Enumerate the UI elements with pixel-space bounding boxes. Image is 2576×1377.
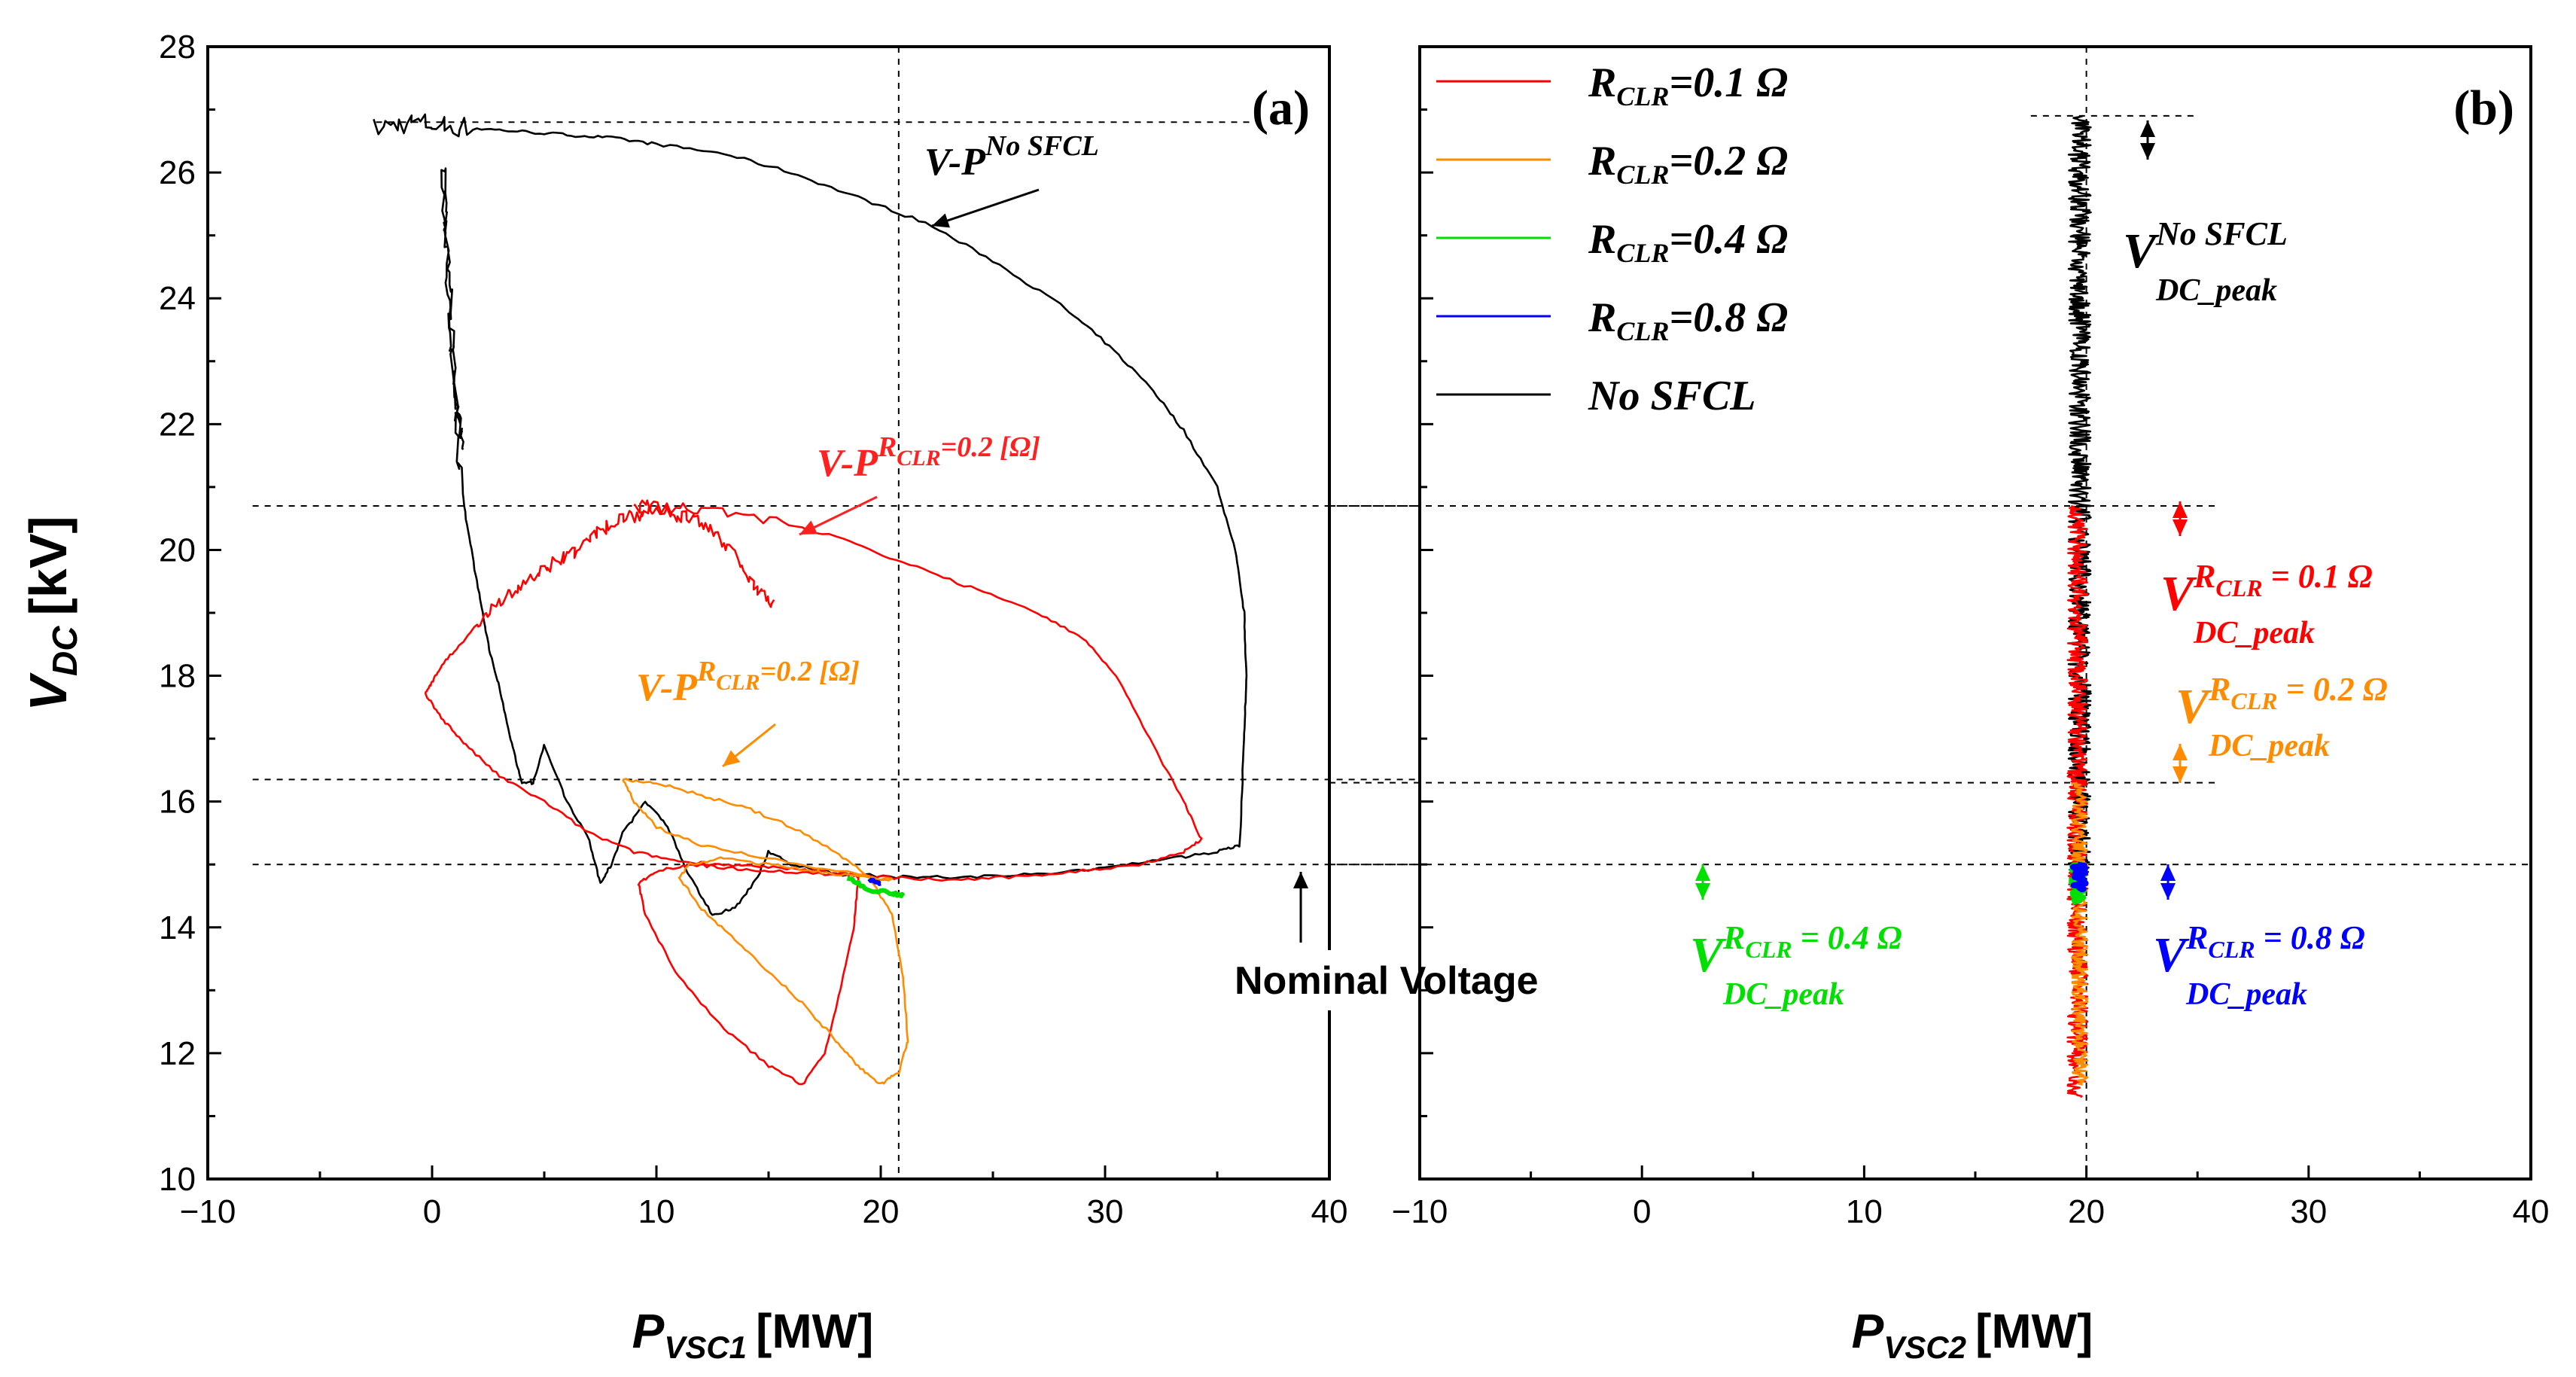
series-r-clr-0-1- xyxy=(424,499,1203,1086)
legend-label: RCLR=0.8 Ω xyxy=(1588,294,1788,346)
series-r-clr-0-2- xyxy=(2071,781,2089,1086)
arrow-head xyxy=(2140,120,2155,137)
y-tick-label: 14 xyxy=(159,909,196,946)
curve-annotation: V-PNo SFCL xyxy=(924,130,1099,184)
panel-a: −10 0 10 20 30 40 10 12 14 16 18 20 22 24 26 28 (a) VDC… xyxy=(19,29,1671,1365)
y-axis-label: VDC[kV] xyxy=(19,516,84,711)
x-tick-label: 0 xyxy=(1633,1193,1651,1230)
y-tick-label: 24 xyxy=(159,280,196,317)
y-tick-label: 16 xyxy=(159,784,196,821)
x-tick-label: 40 xyxy=(2513,1193,2550,1230)
x-tick-label: 10 xyxy=(1846,1193,1883,1230)
x-tick-label: −10 xyxy=(1392,1193,1448,1230)
x-axis-label-a: PVSC1 [MW] xyxy=(632,1304,874,1365)
arrow-head xyxy=(2173,766,2188,783)
nominal-voltage-box xyxy=(1219,950,1671,1010)
annotation-arrow xyxy=(931,188,1040,227)
x-tick-label: −10 xyxy=(180,1193,236,1230)
arrow-head xyxy=(2173,501,2188,518)
panel-b-ticks: −10 0 10 20 30 40 xyxy=(1392,45,2550,1230)
y-tick-label: 12 xyxy=(159,1035,196,1072)
panel-b-label: (b) xyxy=(2453,81,2514,136)
panel-b-series xyxy=(2066,114,2092,1098)
legend-label: RCLR=0.1 Ω xyxy=(1588,59,1788,111)
peak-annotation-sub: DC_peak xyxy=(2155,273,2277,308)
x-tick-label: 40 xyxy=(1311,1193,1348,1230)
peak-annotation-sub: DC_peak xyxy=(2193,616,2315,650)
peak-annotation: VRCLR = 0.2 Ω xyxy=(2176,671,2388,734)
peak-annotation: VRCLR = 0.1 Ω xyxy=(2160,558,2373,621)
arrow-head xyxy=(2160,864,2176,881)
y-tick-label: 20 xyxy=(159,532,196,568)
legend: RCLR=0.1 Ω RCLR=0.2 Ω RCLR=0.4 Ω RCLR=0.8 Ω… xyxy=(1436,59,1788,419)
series-r-clr-0-4- xyxy=(846,876,906,898)
panel-b-refs xyxy=(1329,47,2531,1179)
x-tick-label: 30 xyxy=(2290,1193,2327,1230)
y-tick-label: 22 xyxy=(159,406,196,443)
curve-annotation: V-PRCLR=0.2 [Ω] xyxy=(636,656,860,709)
series-no-sfcl xyxy=(2067,114,2092,879)
x-tick-label: 20 xyxy=(863,1193,900,1230)
panel-b: −10 0 10 20 30 40 (b) PVSC2 [MW] RCLR=0.1 ΩRCL… xyxy=(1329,45,2550,1365)
legend-label: RCLR=0.2 Ω xyxy=(1588,138,1788,190)
panel-a-refs xyxy=(252,47,1420,1179)
arrow-head xyxy=(932,213,950,228)
arrow-head xyxy=(1293,872,1308,888)
panel-a-label: (a) xyxy=(1252,81,1310,136)
peak-annotation: VRCLR = 0.4 Ω xyxy=(1690,919,1902,982)
y-tick-label: 10 xyxy=(159,1161,196,1198)
series-r-clr-0-2- xyxy=(622,778,909,1085)
peak-annotation-sub: DC_peak xyxy=(2185,977,2307,1012)
peak-annotation-sub: DC_peak xyxy=(1722,977,1844,1012)
curve-annotation: V-PRCLR=0.2 [Ω] xyxy=(817,431,1040,485)
panel-a-annotations: V-PNo SFCL V-PRCLR=0.2 [Ω] V-PRCLR=0.2 [Ω] xyxy=(636,130,1308,943)
arrow-head xyxy=(799,520,818,535)
series-no-sfcl xyxy=(373,113,1248,916)
peak-annotation: VRCLR = 0.8 Ω xyxy=(2153,919,2365,982)
y-tick-label: 28 xyxy=(159,29,196,65)
panel-a-frame xyxy=(206,45,1331,1181)
x-axis-label-b: PVSC2 [MW] xyxy=(1852,1304,2093,1365)
series-r-clr-0-8- xyxy=(2069,861,2089,893)
y-tick-label: 18 xyxy=(159,658,196,695)
x-tick-label: 30 xyxy=(1087,1193,1124,1230)
x-tick-label: 20 xyxy=(2068,1193,2105,1230)
legend-label: RCLR=0.4 Ω xyxy=(1588,216,1788,268)
y-tick-label: 26 xyxy=(159,154,196,191)
x-tick-label: 0 xyxy=(423,1193,441,1230)
peak-annotation: VNo SFCL xyxy=(2123,215,2288,279)
arrow-head xyxy=(1695,864,1710,881)
arrow-head xyxy=(723,750,741,766)
panel-a-series xyxy=(373,113,1248,1086)
peak-annotation-sub: DC_peak xyxy=(2208,729,2330,763)
legend-label: No SFCL xyxy=(1588,373,1756,419)
nominal-voltage-label: Nominal Voltage xyxy=(1235,959,1539,1003)
x-tick-label: 10 xyxy=(638,1193,675,1230)
panel-a-ticks: −10 0 10 20 30 40 10 12 14 16 18 20 22 24 26 28 xyxy=(159,29,1347,1230)
series-r-clr-0-8- xyxy=(867,877,882,886)
